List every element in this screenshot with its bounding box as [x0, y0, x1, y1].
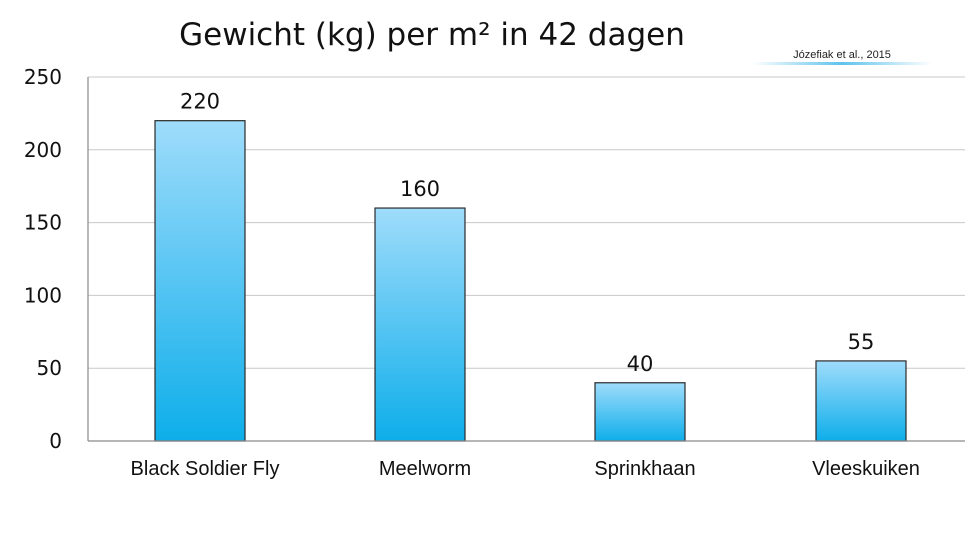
bar-meelworm — [374, 207, 466, 442]
bar-black-soldier-fly — [154, 120, 246, 442]
y-tick-label: 0 — [49, 429, 62, 453]
source-underline — [752, 62, 932, 65]
chart-title: Gewicht (kg) per m² in 42 dagen — [179, 17, 685, 53]
bars — [154, 120, 907, 442]
data-label: 220 — [180, 90, 220, 114]
data-label: 160 — [400, 177, 440, 201]
y-tick-label: 50 — [37, 356, 62, 380]
source-citation: Józefiak et al., 2015 — [793, 49, 891, 61]
x-tick-label: Sprinkhaan — [594, 458, 695, 480]
y-tick-label: 150 — [24, 211, 62, 235]
y-axis-ticks: 0 50 100 150 200 250 — [24, 65, 62, 453]
data-label: 55 — [848, 330, 875, 354]
y-tick-label: 100 — [24, 283, 62, 307]
x-tick-label: Meelworm — [379, 458, 471, 480]
data-labels: 220 160 40 55 — [180, 90, 874, 376]
bar-vleeskuiken — [815, 360, 907, 442]
y-tick-label: 200 — [24, 138, 62, 162]
bar-sprinkhaan — [594, 382, 686, 442]
x-tick-label: Black Soldier Fly — [131, 458, 280, 480]
x-tick-label: Vleeskuiken — [812, 458, 920, 480]
y-tick-label: 250 — [24, 65, 62, 89]
data-label: 40 — [627, 352, 654, 376]
x-axis-ticks: Black Soldier Fly Meelworm Sprinkhaan Vlees… — [131, 458, 920, 480]
